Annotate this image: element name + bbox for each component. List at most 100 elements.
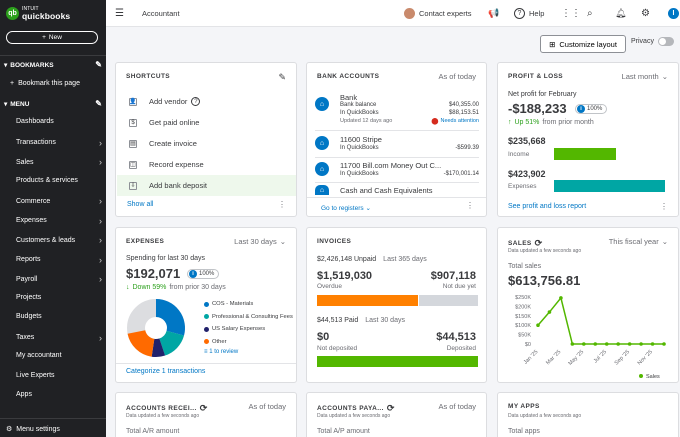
sidebar-item[interactable]: Products & services — [16, 176, 78, 184]
help-icon: ? — [514, 8, 525, 19]
megaphone-icon[interactable]: 📢 — [488, 8, 500, 18]
bank-account-row[interactable]: ⌂ 11700 Bill.com Money Out C... In Quick… — [315, 159, 479, 191]
search-icon[interactable]: ⌕ — [587, 8, 593, 19]
gear-icon: ⚙ — [6, 426, 13, 433]
role-label: Accountant — [142, 9, 180, 18]
bookmark-this-page[interactable]: + Bookmark this page — [10, 80, 80, 87]
period-dropdown[interactable]: Last month ⌄ — [621, 72, 668, 81]
expenses-bar[interactable] — [554, 180, 665, 192]
more-options-icon[interactable]: ⋮ — [278, 200, 286, 209]
sidebar-item[interactable]: Expenses › — [16, 215, 102, 226]
period-dropdown[interactable]: This fiscal year ⌄ — [608, 237, 668, 246]
bank-icon: ⌂ — [315, 97, 329, 111]
sidebar-item[interactable]: Customers & leads › — [16, 235, 102, 245]
overdue-bar[interactable] — [317, 295, 419, 306]
unpaid-split-bar — [317, 295, 478, 306]
income-bar[interactable] — [554, 148, 617, 160]
sales-data-point — [559, 296, 563, 300]
not-due-bar[interactable] — [419, 295, 478, 306]
privacy-toggle[interactable] — [657, 37, 674, 46]
donut-slice-professional-fees[interactable] — [158, 330, 184, 356]
sales-data-point — [639, 342, 643, 346]
chevron-right-icon: › — [99, 274, 102, 284]
categorize-link[interactable]: Categorize 1 transactions — [126, 368, 206, 375]
bank-account-row[interactable]: ⌂ Cash and Cash Equivalents — [315, 184, 479, 196]
settings-gear-icon[interactable]: ⚙ — [641, 8, 650, 19]
divider — [307, 197, 486, 198]
sidebar-item[interactable]: Sales › — [16, 157, 102, 167]
menu-header[interactable]: ▾ MENU ✎ — [4, 99, 102, 108]
sidebar-item[interactable]: Payroll › — [16, 274, 102, 284]
sidebar-item[interactable]: Projects — [16, 293, 42, 301]
shortcut-item[interactable]: $ Get paid online — [117, 112, 296, 133]
chevron-down-icon: ⌄ — [661, 72, 668, 81]
menu-toggle-icon[interactable]: ☰ — [115, 8, 124, 19]
see-report-link[interactable]: See profit and loss report — [508, 203, 587, 210]
legend-swatch — [204, 301, 209, 307]
period-dropdown[interactable]: Last 30 days ⌄ — [234, 237, 286, 246]
menu-settings[interactable]: ⚙ Menu settings — [6, 425, 60, 434]
divider — [315, 182, 479, 183]
help-button[interactable]: ? Help — [514, 0, 544, 27]
sidebar-item[interactable]: Reports › — [16, 254, 102, 265]
refresh-icon[interactable]: ⟳ — [534, 238, 543, 248]
sidebar-item[interactable]: Dashboards — [16, 118, 54, 125]
edit-pencil-icon[interactable]: ✎ — [278, 72, 286, 82]
show-all-link[interactable]: Show all — [127, 201, 154, 208]
x-tick-label: Jul '25 — [593, 349, 608, 364]
card-title: PROFIT & LOSS — [508, 73, 564, 80]
user-avatar: I — [668, 8, 679, 19]
quickbooks-logo[interactable]: qb INTUIT quickbooks — [6, 6, 70, 20]
legend-swatch — [639, 374, 643, 378]
to-review-link[interactable]: ≡ 1 to review — [204, 349, 239, 355]
go-to-registers-link[interactable]: Go to registers ⌄ — [321, 205, 371, 212]
needs-attention-link[interactable]: Needs attention — [440, 118, 479, 124]
sidebar-item[interactable]: Live Experts — [16, 371, 55, 379]
contact-experts-button[interactable]: Contact experts — [404, 0, 472, 27]
edit-menu-icon[interactable]: ✎ — [95, 99, 102, 108]
shortcut-item[interactable]: ▤ Create invoice — [129, 139, 197, 148]
arrow-up-icon: ↑ — [508, 119, 512, 126]
bookmarks-header[interactable]: ▾ BOOKMARKS ✎ — [4, 60, 102, 69]
sidebar-item[interactable]: Budgets — [16, 313, 42, 320]
chevron-right-icon: › — [99, 332, 102, 343]
expenses-donut-chart[interactable] — [124, 296, 188, 360]
donut-hole — [146, 318, 166, 338]
asof-label: As of today — [248, 402, 286, 411]
shortcut-item[interactable]: 👤 Add vendor? — [117, 91, 296, 112]
refresh-icon[interactable]: ⟳ — [199, 403, 208, 413]
sidebar-item[interactable]: Transactions › — [16, 137, 102, 148]
shortcut-item[interactable]: ⇩ Add bank deposit — [117, 175, 296, 196]
sidebar-item[interactable]: Commerce › — [16, 196, 102, 206]
notifications-bell-icon[interactable]: 🔔︎ — [615, 8, 627, 18]
deposited-bar[interactable] — [317, 356, 478, 367]
card-title: SHORTCUTS — [126, 73, 171, 80]
sidebar-item[interactable]: Apps — [16, 391, 32, 398]
my-apps-card: MY APPS Data updated a few seconds ago T… — [497, 392, 679, 437]
card-title: EXPENSES — [126, 238, 165, 245]
new-button[interactable]: + New — [6, 31, 98, 44]
refresh-icon[interactable]: ⟳ — [386, 403, 395, 413]
shortcut-item[interactable]: ◫ Record expense — [129, 160, 204, 169]
sidebar-item[interactable]: Taxes › — [16, 332, 102, 343]
donut-slice-salary[interactable] — [151, 338, 166, 358]
help-icon[interactable]: ? — [191, 97, 201, 106]
sales-data-point — [570, 342, 575, 346]
user-menu[interactable]: I — [668, 0, 679, 27]
donut-slice-cos-materials[interactable] — [155, 299, 185, 336]
sales-series-line — [537, 296, 664, 345]
more-options-icon[interactable]: ⋮ — [660, 202, 668, 211]
x-tick-label: Jan '25 — [523, 349, 540, 366]
bank-account-row[interactable]: ⌂ Bank Bank balance $40,355.00 In QuickB… — [315, 91, 479, 125]
donut-slice-other[interactable] — [127, 329, 156, 357]
sales-data-point — [616, 342, 620, 346]
edit-bookmarks-icon[interactable]: ✎ — [95, 60, 102, 69]
sidebar-item[interactable]: My accountant — [16, 352, 62, 359]
legend-item: Professional & Consulting Fees — [204, 314, 293, 320]
customize-layout-button[interactable]: ⊞ Customize layout — [540, 35, 626, 53]
not-deposited-value: $0 — [317, 331, 330, 343]
apps-grid-icon[interactable]: ⋮⋮ — [561, 8, 581, 19]
bank-account-row[interactable]: ⌂ 11600 Stripe In QuickBooks -$599.39 — [315, 133, 479, 165]
more-options-icon[interactable]: ⋮ — [466, 201, 474, 210]
